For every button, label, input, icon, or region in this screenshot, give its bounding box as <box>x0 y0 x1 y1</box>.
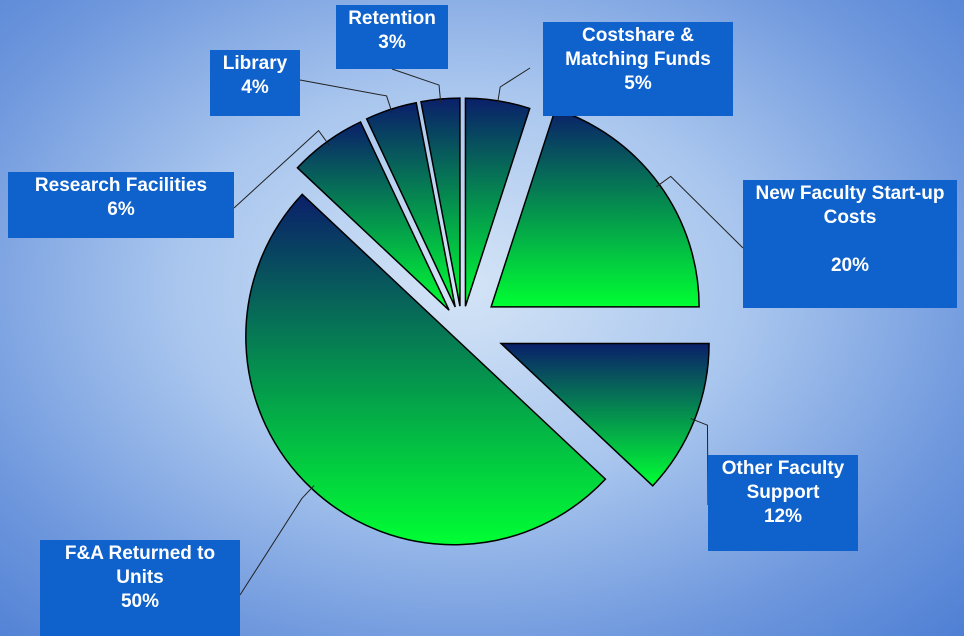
category-label: F&A Returned to Units <box>64 543 216 588</box>
category-label: Research Facilities <box>34 175 208 196</box>
leader-line <box>690 418 709 506</box>
value-label: 5% <box>624 73 652 94</box>
leader-line <box>233 129 330 209</box>
slice-label: Other Faculty Support 12% <box>708 455 858 551</box>
category-label: Costshare & Matching Funds <box>565 25 711 70</box>
leader-line <box>239 485 315 596</box>
leader-line <box>299 79 393 114</box>
slice-label: F&A Returned to Units 50% <box>40 540 240 636</box>
leader-line <box>391 68 442 104</box>
leader-line <box>496 67 531 105</box>
category-label: Other Faculty Support <box>721 458 845 503</box>
slice-label: New Faculty Start-up Costs 20% <box>743 180 957 308</box>
leader-line <box>655 175 744 249</box>
pie-slice <box>490 108 700 308</box>
value-label: 50% <box>120 591 160 612</box>
slice-label: Library 4% <box>210 50 300 116</box>
value-label: 6% <box>107 199 135 220</box>
value-label: 3% <box>378 32 406 53</box>
slice-label: Costshare & Matching Funds 5% <box>543 22 733 116</box>
slice-label: Research Facilities 6% <box>8 172 234 238</box>
category-label: Retention <box>348 8 436 29</box>
value-label: 20% <box>830 255 870 276</box>
slice-label: Retention 3% <box>336 5 448 69</box>
value-label: 4% <box>241 77 269 98</box>
category-label: New Faculty Start-up Costs <box>755 183 945 228</box>
category-label: Library <box>222 53 288 74</box>
value-label: 12% <box>763 506 803 527</box>
